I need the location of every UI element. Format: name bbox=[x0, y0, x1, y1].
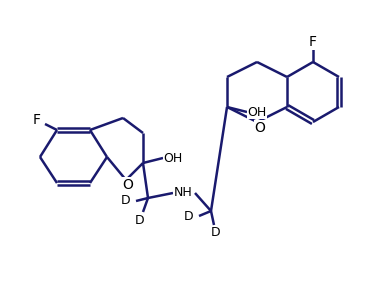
Text: D: D bbox=[135, 214, 145, 226]
Text: O: O bbox=[254, 121, 265, 135]
Text: OH: OH bbox=[248, 106, 267, 118]
Text: D: D bbox=[121, 194, 131, 207]
Text: O: O bbox=[123, 178, 133, 192]
Text: OH: OH bbox=[163, 152, 183, 164]
Text: NH: NH bbox=[174, 187, 193, 200]
Text: F: F bbox=[309, 35, 317, 49]
Text: D: D bbox=[211, 226, 221, 239]
Text: D: D bbox=[184, 210, 194, 223]
Text: F: F bbox=[33, 113, 41, 127]
